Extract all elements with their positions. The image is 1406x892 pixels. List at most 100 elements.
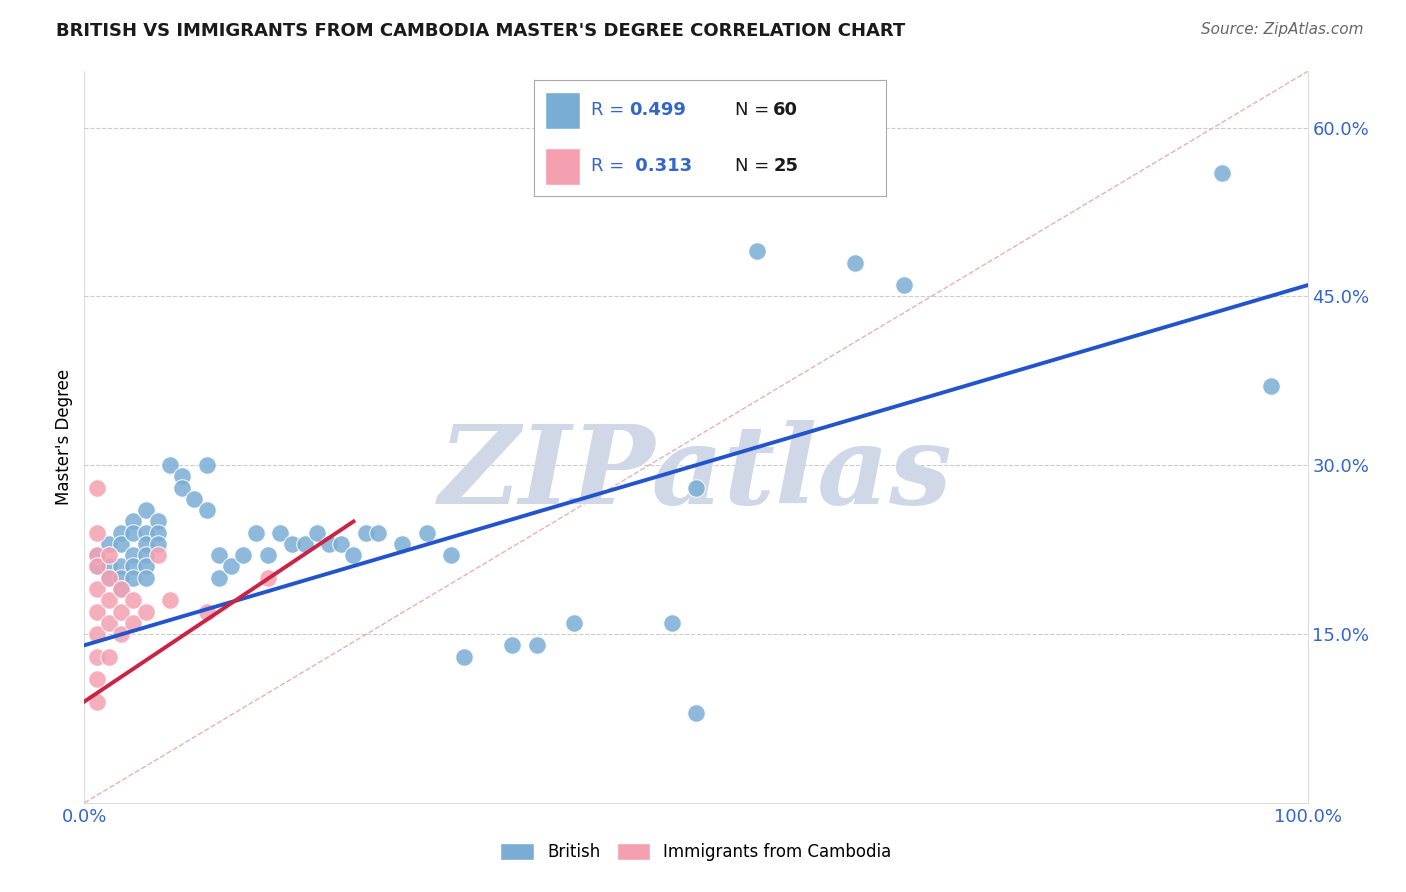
Text: R =: R = (591, 157, 630, 175)
Point (97, 571, 120, 585)
Point (97, 548, 120, 562)
Point (110, 627, 132, 641)
Text: Source: ZipAtlas.com: Source: ZipAtlas.com (1201, 22, 1364, 37)
Point (110, 582, 132, 596)
Text: ZIPatlas: ZIPatlas (439, 420, 953, 527)
Point (86, 672, 108, 686)
Point (97, 615, 120, 630)
Point (172, 481, 194, 495)
Point (269, 525, 291, 540)
Text: 0.499: 0.499 (630, 102, 686, 120)
Point (208, 548, 231, 562)
Point (661, 615, 683, 630)
Point (135, 559, 157, 574)
Point (97, 571, 120, 585)
Point (110, 571, 132, 585)
Point (122, 615, 145, 630)
Point (453, 649, 475, 664)
Point (391, 537, 413, 551)
Legend: British, Immigrants from Cambodia: British, Immigrants from Cambodia (494, 836, 898, 868)
Point (440, 548, 463, 562)
Point (86, 649, 108, 664)
Point (893, 278, 915, 293)
Point (122, 515, 145, 529)
Point (110, 605, 132, 619)
Point (330, 537, 353, 551)
Point (257, 548, 280, 562)
Point (1211, 166, 1233, 180)
Point (195, 605, 218, 619)
Point (135, 537, 157, 551)
Point (135, 525, 157, 540)
Point (367, 525, 389, 540)
Bar (544, 92, 579, 129)
Point (342, 548, 364, 562)
Point (110, 525, 132, 540)
Point (86, 525, 108, 540)
Point (257, 571, 280, 585)
Point (86, 481, 108, 495)
Point (1260, 379, 1282, 393)
Point (146, 537, 169, 551)
Point (135, 503, 157, 517)
Point (135, 571, 157, 585)
Point (110, 537, 132, 551)
Text: BRITISH VS IMMIGRANTS FROM CAMBODIA MASTER'S DEGREE CORRELATION CHART: BRITISH VS IMMIGRANTS FROM CAMBODIA MAST… (56, 22, 905, 40)
Point (844, 255, 866, 269)
Point (86, 694, 108, 708)
Point (562, 615, 585, 630)
Point (685, 706, 707, 720)
Point (146, 525, 169, 540)
Point (245, 525, 267, 540)
Point (195, 503, 218, 517)
Point (172, 469, 194, 483)
Point (318, 537, 340, 551)
Text: N =: N = (734, 157, 775, 175)
Point (122, 548, 145, 562)
Point (122, 525, 145, 540)
Point (97, 593, 120, 607)
Point (86, 627, 108, 641)
Text: R =: R = (591, 102, 630, 120)
Point (86, 605, 108, 619)
Point (110, 559, 132, 574)
Point (685, 481, 707, 495)
Point (146, 515, 169, 529)
Point (97, 649, 120, 664)
Point (232, 548, 254, 562)
Text: 0.313: 0.313 (630, 157, 692, 175)
Bar (544, 147, 579, 185)
Point (159, 593, 181, 607)
Point (86, 548, 108, 562)
Point (502, 638, 524, 652)
Point (135, 548, 157, 562)
Point (122, 593, 145, 607)
Point (354, 525, 377, 540)
Point (97, 537, 120, 551)
Point (305, 525, 328, 540)
Point (747, 244, 769, 259)
Point (195, 458, 218, 473)
Point (183, 491, 205, 506)
Point (146, 548, 169, 562)
Point (86, 559, 108, 574)
Point (86, 582, 108, 596)
Point (86, 548, 108, 562)
Point (135, 605, 157, 619)
Point (86, 559, 108, 574)
Point (122, 559, 145, 574)
Point (159, 458, 181, 473)
Point (416, 525, 439, 540)
Y-axis label: Master's Degree: Master's Degree (55, 369, 73, 505)
Point (526, 638, 548, 652)
Point (97, 559, 120, 574)
Text: N =: N = (734, 102, 775, 120)
Point (294, 537, 316, 551)
Point (281, 537, 304, 551)
Point (208, 571, 231, 585)
Text: 60: 60 (773, 102, 799, 120)
Point (110, 582, 132, 596)
Point (122, 571, 145, 585)
Point (219, 559, 242, 574)
Text: 25: 25 (773, 157, 799, 175)
